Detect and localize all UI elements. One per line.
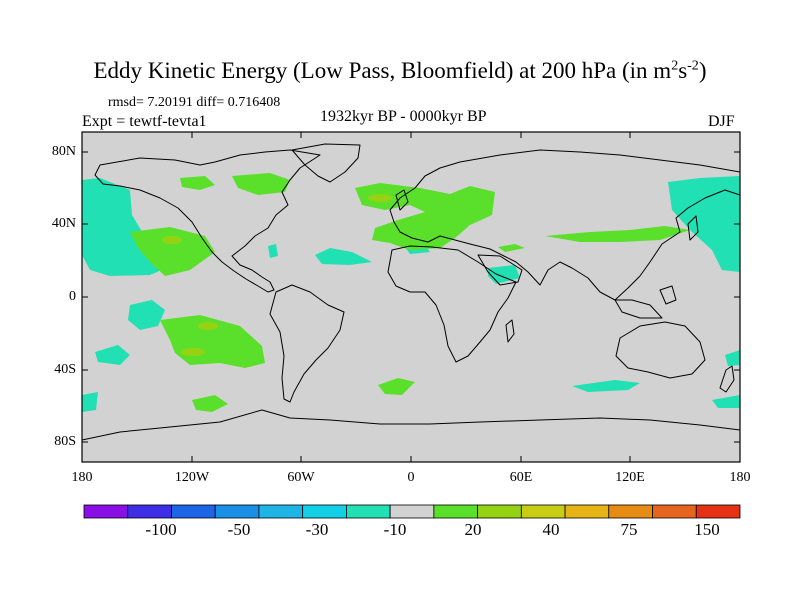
- colorbar-swatch: [695, 504, 741, 519]
- anomaly-patch: [725, 350, 740, 366]
- lat-label-40n: 40N: [51, 216, 76, 231]
- plot-title: Eddy Kinetic Energy (Low Pass, Bloomfiel…: [93, 58, 707, 83]
- colorbar-swatch: [258, 504, 304, 519]
- anomaly-patch: [668, 176, 740, 272]
- lat-label-40s: 40S: [54, 362, 76, 377]
- anomaly-patch: [712, 395, 740, 408]
- anomaly-patch: [130, 227, 215, 276]
- anomaly-patch: [572, 380, 640, 392]
- coastline-madagascar: [505, 319, 515, 343]
- anomaly-core: [368, 194, 392, 202]
- period-label: 1932kyr BP - 0000kyr BP: [320, 108, 487, 125]
- anomaly-patch: [545, 226, 690, 242]
- lat-label-0: 0: [69, 289, 76, 304]
- coastline-south-america: [269, 284, 345, 403]
- anomaly-patch: [268, 244, 278, 258]
- colorbar-label: -100: [145, 520, 177, 539]
- anomaly-patch: [315, 248, 372, 265]
- colorbar-label: 150: [694, 520, 720, 539]
- lon-label-120e: 120E: [615, 470, 645, 485]
- colorbar-swatch: [127, 504, 172, 519]
- colorbar: [83, 504, 741, 519]
- coastline-southeast-asia: [614, 285, 677, 319]
- anomaly-patch: [378, 378, 415, 395]
- colorbar-swatch: [83, 504, 129, 519]
- anomaly-patch: [180, 176, 215, 190]
- colorbar-swatch: [389, 504, 435, 519]
- coastline-antarctica: [82, 409, 740, 462]
- anomaly-patch: [232, 173, 290, 195]
- coastline-greenland: [291, 143, 361, 183]
- colorbar-swatch: [652, 504, 697, 519]
- colorbar-swatch: [608, 504, 653, 519]
- anomaly-cores: [162, 194, 392, 356]
- anomaly-patch: [128, 300, 165, 330]
- map-background: [82, 132, 740, 462]
- lon-label-60e: 60E: [509, 470, 533, 485]
- colorbar-swatch: [345, 504, 391, 519]
- lon-label-180e: 180: [729, 470, 751, 485]
- lon-label-120w: 120W: [174, 470, 210, 485]
- colorbar-swatch: [477, 504, 522, 519]
- axis-ticks: [81, 132, 741, 462]
- anomaly-patch: [488, 265, 520, 284]
- coastline-north-america: [94, 149, 321, 293]
- coastline-britain: [395, 189, 409, 211]
- anomaly-core: [181, 348, 205, 356]
- anomaly-core: [198, 322, 218, 330]
- anomaly-patch: [82, 392, 98, 412]
- colorbar-swatch: [171, 504, 216, 519]
- coastlines: [82, 143, 740, 462]
- negative-anomaly-regions: [82, 176, 740, 412]
- coastline-japan: [687, 215, 699, 241]
- rmsd-stats: rmsd= 7.20191 diff= 0.716408: [108, 95, 281, 110]
- colorbar-label: -10: [383, 520, 407, 539]
- anomaly-patch: [192, 395, 228, 412]
- lat-label-80s: 80S: [54, 434, 76, 449]
- colorbar-label: 75: [620, 520, 638, 539]
- colorbar-swatch: [433, 504, 478, 519]
- anomaly-core: [162, 236, 182, 244]
- season-label: DJF: [708, 113, 735, 130]
- coastline-africa: [387, 245, 517, 363]
- coastline-new-zealand: [719, 365, 735, 393]
- lat-label-80n: 80N: [51, 144, 76, 159]
- colorbar-label: -30: [305, 520, 329, 539]
- lon-label-0: 0: [407, 470, 415, 485]
- lon-label-60w: 60W: [287, 470, 315, 485]
- colorbar-label: -50: [227, 520, 251, 539]
- lon-label-180w: 180: [71, 470, 93, 485]
- colorbar-swatch: [214, 504, 260, 519]
- colorbar-swatch: [564, 504, 610, 519]
- anomaly-patch: [95, 345, 130, 365]
- experiment-label: Expt = tewtf-tevta1: [82, 113, 207, 130]
- colorbar-swatch: [302, 504, 347, 519]
- colorbar-label: 20: [464, 520, 482, 539]
- coastline-arabia: [477, 254, 523, 286]
- colorbar-label: 40: [542, 520, 560, 539]
- coastline-eurasia: [389, 149, 740, 301]
- anomaly-patch: [498, 244, 525, 252]
- coastline-australia: [615, 321, 706, 379]
- colorbar-swatch: [520, 504, 566, 519]
